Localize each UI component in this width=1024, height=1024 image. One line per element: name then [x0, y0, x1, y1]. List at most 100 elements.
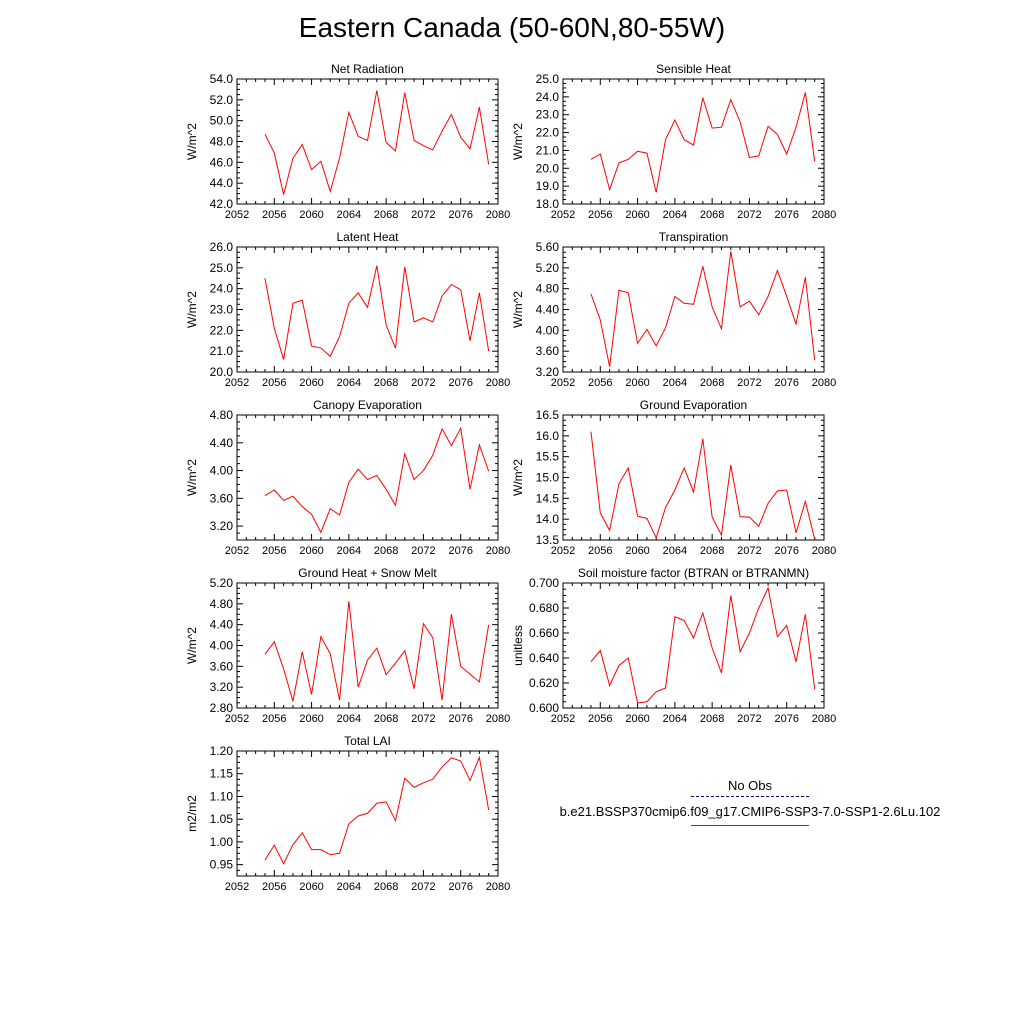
chart-title: Ground Evaporation: [640, 398, 747, 412]
x-tick-label: 2064: [337, 881, 361, 893]
x-tick-label: 2068: [374, 545, 398, 557]
y-tick-label: 1.05: [210, 812, 234, 826]
x-tick-label: 2052: [225, 545, 249, 557]
x-tick-label: 2068: [700, 377, 724, 389]
y-tick-label: 4.00: [210, 464, 234, 478]
y-tick-label: 3.60: [210, 491, 234, 505]
x-tick-label: 2076: [448, 209, 472, 221]
y-tick-label: 20.0: [210, 365, 234, 379]
y-tick-label: 15.5: [536, 450, 560, 464]
x-tick-label: 2076: [774, 209, 798, 221]
y-tick-label: 15.0: [536, 471, 560, 485]
y-tick-label: 23.0: [536, 108, 560, 122]
y-tick-label: 22.0: [536, 126, 560, 140]
y-tick-label: 46.0: [210, 155, 234, 169]
series-line: [590, 431, 816, 540]
y-tick-label: 23.0: [210, 303, 234, 317]
x-tick-label: 2072: [411, 377, 435, 389]
x-tick-label: 2064: [337, 209, 361, 221]
x-tick-label: 2060: [625, 545, 649, 557]
y-tick-label: 3.20: [210, 519, 234, 533]
y-tick-label: 22.0: [210, 323, 234, 337]
x-tick-label: 2056: [588, 377, 612, 389]
x-tick-label: 2064: [663, 713, 687, 725]
y-tick-label: 16.0: [536, 429, 560, 443]
x-tick-label: 2072: [737, 209, 761, 221]
plot-frame: [236, 414, 499, 541]
y-tick-label: 54.0: [210, 72, 234, 86]
series-line: [264, 265, 490, 360]
x-tick-label: 2080: [812, 377, 836, 389]
y-tick-label: 19.0: [536, 179, 560, 193]
x-tick-label: 2072: [411, 209, 435, 221]
y-tick-label: 3.20: [536, 365, 560, 379]
x-tick-label: 2052: [551, 545, 575, 557]
x-tick-label: 2056: [588, 545, 612, 557]
x-tick-label: 2056: [262, 545, 286, 557]
x-tick-label: 2056: [262, 881, 286, 893]
y-tick-label: 5.20: [210, 576, 234, 590]
x-tick-label: 2056: [262, 713, 286, 725]
x-tick-label: 2052: [551, 377, 575, 389]
y-tick-label: 21.0: [210, 344, 234, 358]
x-tick-label: 2068: [374, 713, 398, 725]
x-tick-label: 2060: [299, 209, 323, 221]
y-tick-label: 42.0: [210, 197, 234, 211]
x-tick-label: 2076: [448, 881, 472, 893]
y-tick-label: 18.0: [536, 197, 560, 211]
x-tick-label: 2076: [448, 545, 472, 557]
plot-frame: [236, 78, 499, 205]
x-tick-label: 2068: [374, 377, 398, 389]
y-tick-label: 0.660: [529, 626, 559, 640]
chart-4: Canopy Evaporation W/m^2 2052 2056 2060 2064 2…: [185, 398, 510, 557]
x-tick-label: 2072: [737, 377, 761, 389]
x-tick-label: 2080: [812, 545, 836, 557]
y-axis-label: W/m^2: [185, 627, 199, 664]
y-tick-label: 50.0: [210, 114, 234, 128]
y-axis-label: W/m^2: [511, 123, 525, 160]
y-tick-label: 25.0: [210, 261, 234, 275]
x-tick-label: 2076: [774, 545, 798, 557]
y-tick-label: 13.5: [536, 533, 560, 547]
x-tick-label: 2064: [337, 377, 361, 389]
y-tick-label: 0.600: [529, 701, 559, 715]
x-tick-label: 2060: [299, 881, 323, 893]
y-tick-label: 21.0: [536, 143, 560, 157]
y-tick-label: 25.0: [536, 72, 560, 86]
x-tick-label: 2060: [625, 713, 649, 725]
series-line: [264, 90, 490, 195]
series-line: [590, 586, 816, 704]
x-tick-label: 2060: [299, 377, 323, 389]
x-tick-label: 2052: [225, 713, 249, 725]
y-tick-label: 4.80: [210, 597, 234, 611]
x-tick-label: 2060: [625, 209, 649, 221]
x-tick-label: 2080: [486, 377, 510, 389]
x-tick-label: 2064: [337, 545, 361, 557]
y-tick-label: 0.680: [529, 601, 559, 615]
y-tick-label: 1.20: [210, 744, 234, 758]
y-tick-label: 1.10: [210, 789, 234, 803]
y-tick-label: 5.20: [536, 261, 560, 275]
series-line: [590, 251, 816, 367]
x-tick-label: 2068: [700, 209, 724, 221]
y-axis-label: W/m^2: [185, 459, 199, 496]
y-tick-label: 20.0: [536, 161, 560, 175]
y-tick-label: 52.0: [210, 93, 234, 107]
y-tick-label: 2.80: [210, 701, 234, 715]
y-tick-label: 4.40: [210, 618, 234, 632]
y-tick-label: 3.60: [536, 344, 560, 358]
plot-frame: [562, 78, 825, 205]
y-axis-label: W/m^2: [511, 459, 525, 496]
y-axis-label: m2/m2: [185, 795, 199, 832]
y-tick-label: 4.40: [536, 303, 560, 317]
chart-0: Net Radiation W/m^2 2052 2056 2060 2064 2068 20…: [185, 62, 510, 221]
legend: No Obs b.e21.BSSP370cmip6.f09_g17.CMIP6-…: [520, 778, 980, 826]
legend-model-line: [691, 825, 809, 826]
x-tick-label: 2080: [486, 713, 510, 725]
plot-frame: [562, 414, 825, 541]
x-tick-label: 2052: [551, 209, 575, 221]
y-tick-label: 3.60: [210, 659, 234, 673]
x-tick-label: 2080: [486, 209, 510, 221]
x-tick-label: 2056: [588, 209, 612, 221]
